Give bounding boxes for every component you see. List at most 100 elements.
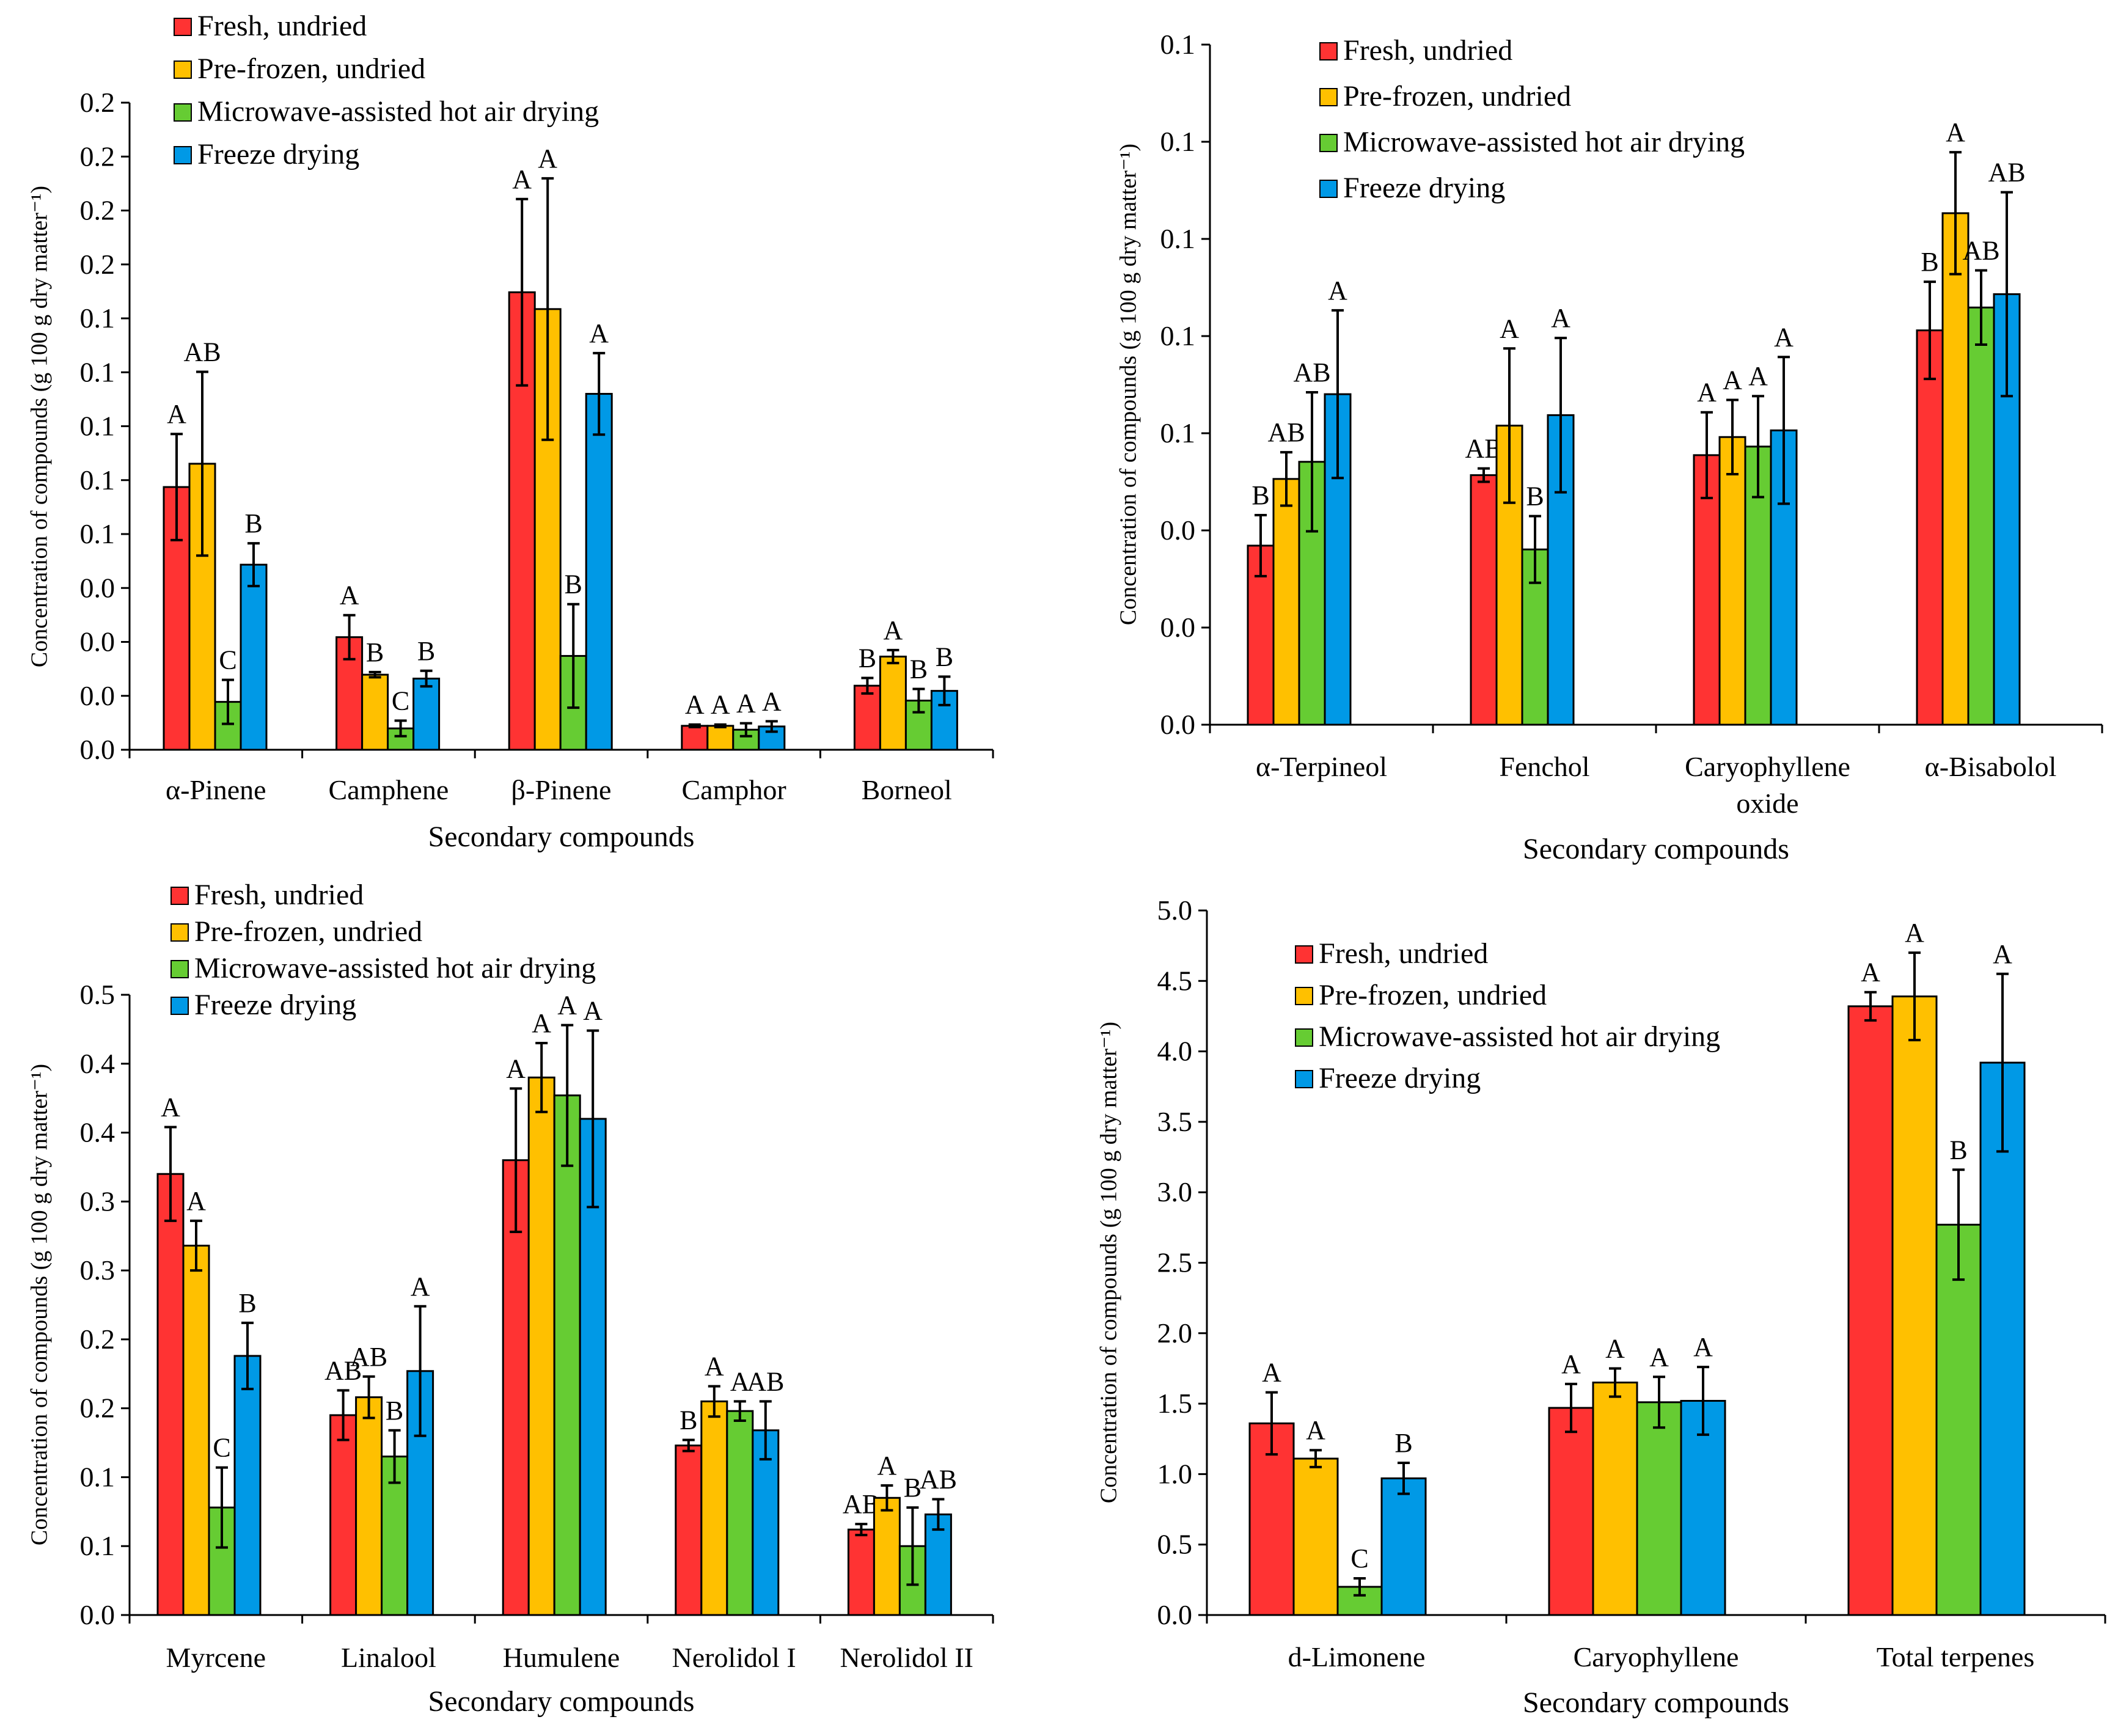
significance-letter: B — [859, 643, 876, 673]
bar — [182, 1245, 210, 1616]
legend-label: Fresh, undried — [194, 879, 364, 911]
significance-letter: B — [417, 636, 435, 666]
x-axis-title: Secondary compounds — [1523, 833, 1789, 865]
category-label: Nerolidol II — [840, 1642, 973, 1673]
legend-label: Pre-frozen, undried — [194, 915, 422, 948]
significance-letter: B — [1394, 1428, 1412, 1458]
y-tick-label: 0.1 — [1160, 320, 1196, 351]
legend-swatch — [174, 103, 192, 122]
significance-letter: A — [878, 1451, 897, 1481]
y-tick-label: 0.4 — [80, 1117, 115, 1148]
y-tick-label: 2.0 — [1157, 1317, 1193, 1349]
y-tick-label: 5.0 — [1157, 895, 1193, 926]
y-tick-label: 0.1 — [1160, 223, 1196, 254]
significance-letter: B — [904, 1473, 922, 1503]
significance-letter: AB — [183, 337, 221, 367]
y-tick-label: 0.2 — [80, 1324, 115, 1355]
significance-letter: AB — [1988, 158, 2025, 188]
legend-label: Pre-frozen, undried — [197, 53, 425, 85]
significance-letter: C — [219, 645, 236, 675]
y-tick-label: 0.1 — [1160, 417, 1196, 449]
bar — [675, 1445, 703, 1616]
significance-letter: B — [244, 508, 262, 538]
legend-swatch — [1295, 945, 1313, 964]
category-label: Caryophyllene oxide — [1685, 751, 1850, 819]
legend-label: Fresh, undried — [197, 10, 367, 42]
legend-swatch — [174, 146, 192, 164]
y-tick-label: 0.1 — [80, 1461, 115, 1492]
significance-letter: A — [1905, 918, 1924, 948]
bar — [1935, 1223, 1982, 1616]
legend-label: Pre-frozen, undried — [1343, 80, 1571, 112]
bar — [1292, 1457, 1339, 1616]
y-tick-label: 0.3 — [80, 1185, 115, 1217]
bar — [1592, 1382, 1638, 1616]
category-label: Camphene — [329, 774, 449, 805]
significance-letter: A — [1262, 1358, 1281, 1388]
bar — [681, 725, 709, 751]
category-label: Myrcene — [166, 1642, 266, 1673]
legend-swatch — [1295, 1028, 1313, 1047]
significance-letter: A — [884, 615, 903, 645]
significance-letter: A — [1605, 1333, 1625, 1363]
y-tick-label: 3.5 — [1157, 1106, 1193, 1137]
y-tick-label: 2.5 — [1157, 1247, 1193, 1278]
significance-letter: A — [1774, 322, 1794, 352]
panel-top-left-chart: 0.0 0.0 0.0 0.0 0.1 0.1 0.1 0.1 0.1 0.2 0.2 0.2 0.2 α… — [26, 10, 994, 853]
category-label: β-Pinene — [511, 774, 612, 805]
significance-letter: B — [1526, 482, 1544, 511]
legend-swatch — [170, 887, 189, 905]
significance-letter: A — [161, 1093, 180, 1123]
legend-label: Freeze drying — [194, 989, 356, 1021]
y-tick-label: 0.0 — [1160, 515, 1196, 546]
bar — [847, 1528, 875, 1616]
bar — [1744, 445, 1772, 726]
legend-label: Microwave-assisted hot air drying — [197, 95, 599, 128]
significance-letter: A — [1500, 313, 1519, 343]
significance-letter: A — [1551, 303, 1570, 333]
significance-letter: A — [685, 690, 705, 720]
bar — [879, 656, 907, 751]
bar — [1979, 1061, 2026, 1616]
significance-letter: AB — [920, 1465, 957, 1495]
legend-swatch — [174, 60, 192, 79]
bar — [156, 1173, 185, 1616]
bar — [233, 1355, 262, 1616]
bar — [752, 1429, 780, 1616]
y-tick-label: 0.0 — [80, 1599, 115, 1630]
category-label: Total terpenes — [1877, 1641, 2035, 1672]
legend-label: Freeze drying — [1319, 1062, 1481, 1094]
significance-letter: A — [730, 1366, 750, 1396]
legend-label: Microwave-assisted hot air drying — [1319, 1020, 1720, 1053]
significance-letter: A — [340, 580, 359, 610]
y-tick-label: 0.2 — [80, 249, 115, 280]
significance-letter: B — [1949, 1135, 1967, 1165]
bar — [706, 725, 735, 751]
significance-letter: A — [512, 164, 532, 194]
y-tick-label: 0.2 — [80, 87, 115, 118]
y-tick-label: 0.4 — [80, 1048, 115, 1079]
legend-label: Pre-frozen, undried — [1319, 979, 1547, 1011]
legend-swatch — [170, 923, 189, 942]
y-tick-label: 0.0 — [1160, 709, 1196, 740]
y-tick-label: 0.5 — [80, 979, 115, 1010]
y-tick-label: 0.0 — [80, 572, 115, 603]
significance-letter: B — [936, 642, 953, 672]
significance-letter: B — [680, 1405, 697, 1435]
bar — [553, 1094, 581, 1616]
panel-bottom-right-chart: 0.0 0.5 1.0 1.5 2.0 2.5 3.0 3.5 4.0 4.5 5.0 d-Limon… — [1096, 895, 2106, 1719]
y-tick-label: 0.1 — [80, 302, 115, 334]
bar — [412, 678, 441, 751]
bar — [527, 1076, 555, 1616]
significance-letter: AB — [1962, 235, 1999, 265]
significance-letter: A — [589, 318, 609, 348]
y-tick-label: 0.1 — [1160, 29, 1196, 60]
significance-letter: A — [705, 1352, 724, 1382]
significance-letter: A — [532, 1008, 551, 1038]
bar — [1380, 1477, 1427, 1616]
significance-letter: A — [1697, 378, 1717, 408]
significance-letter: A — [1649, 1342, 1669, 1372]
significance-letter: C — [392, 686, 409, 716]
category-label: Borneol — [862, 774, 952, 805]
significance-letter: A — [762, 686, 782, 716]
